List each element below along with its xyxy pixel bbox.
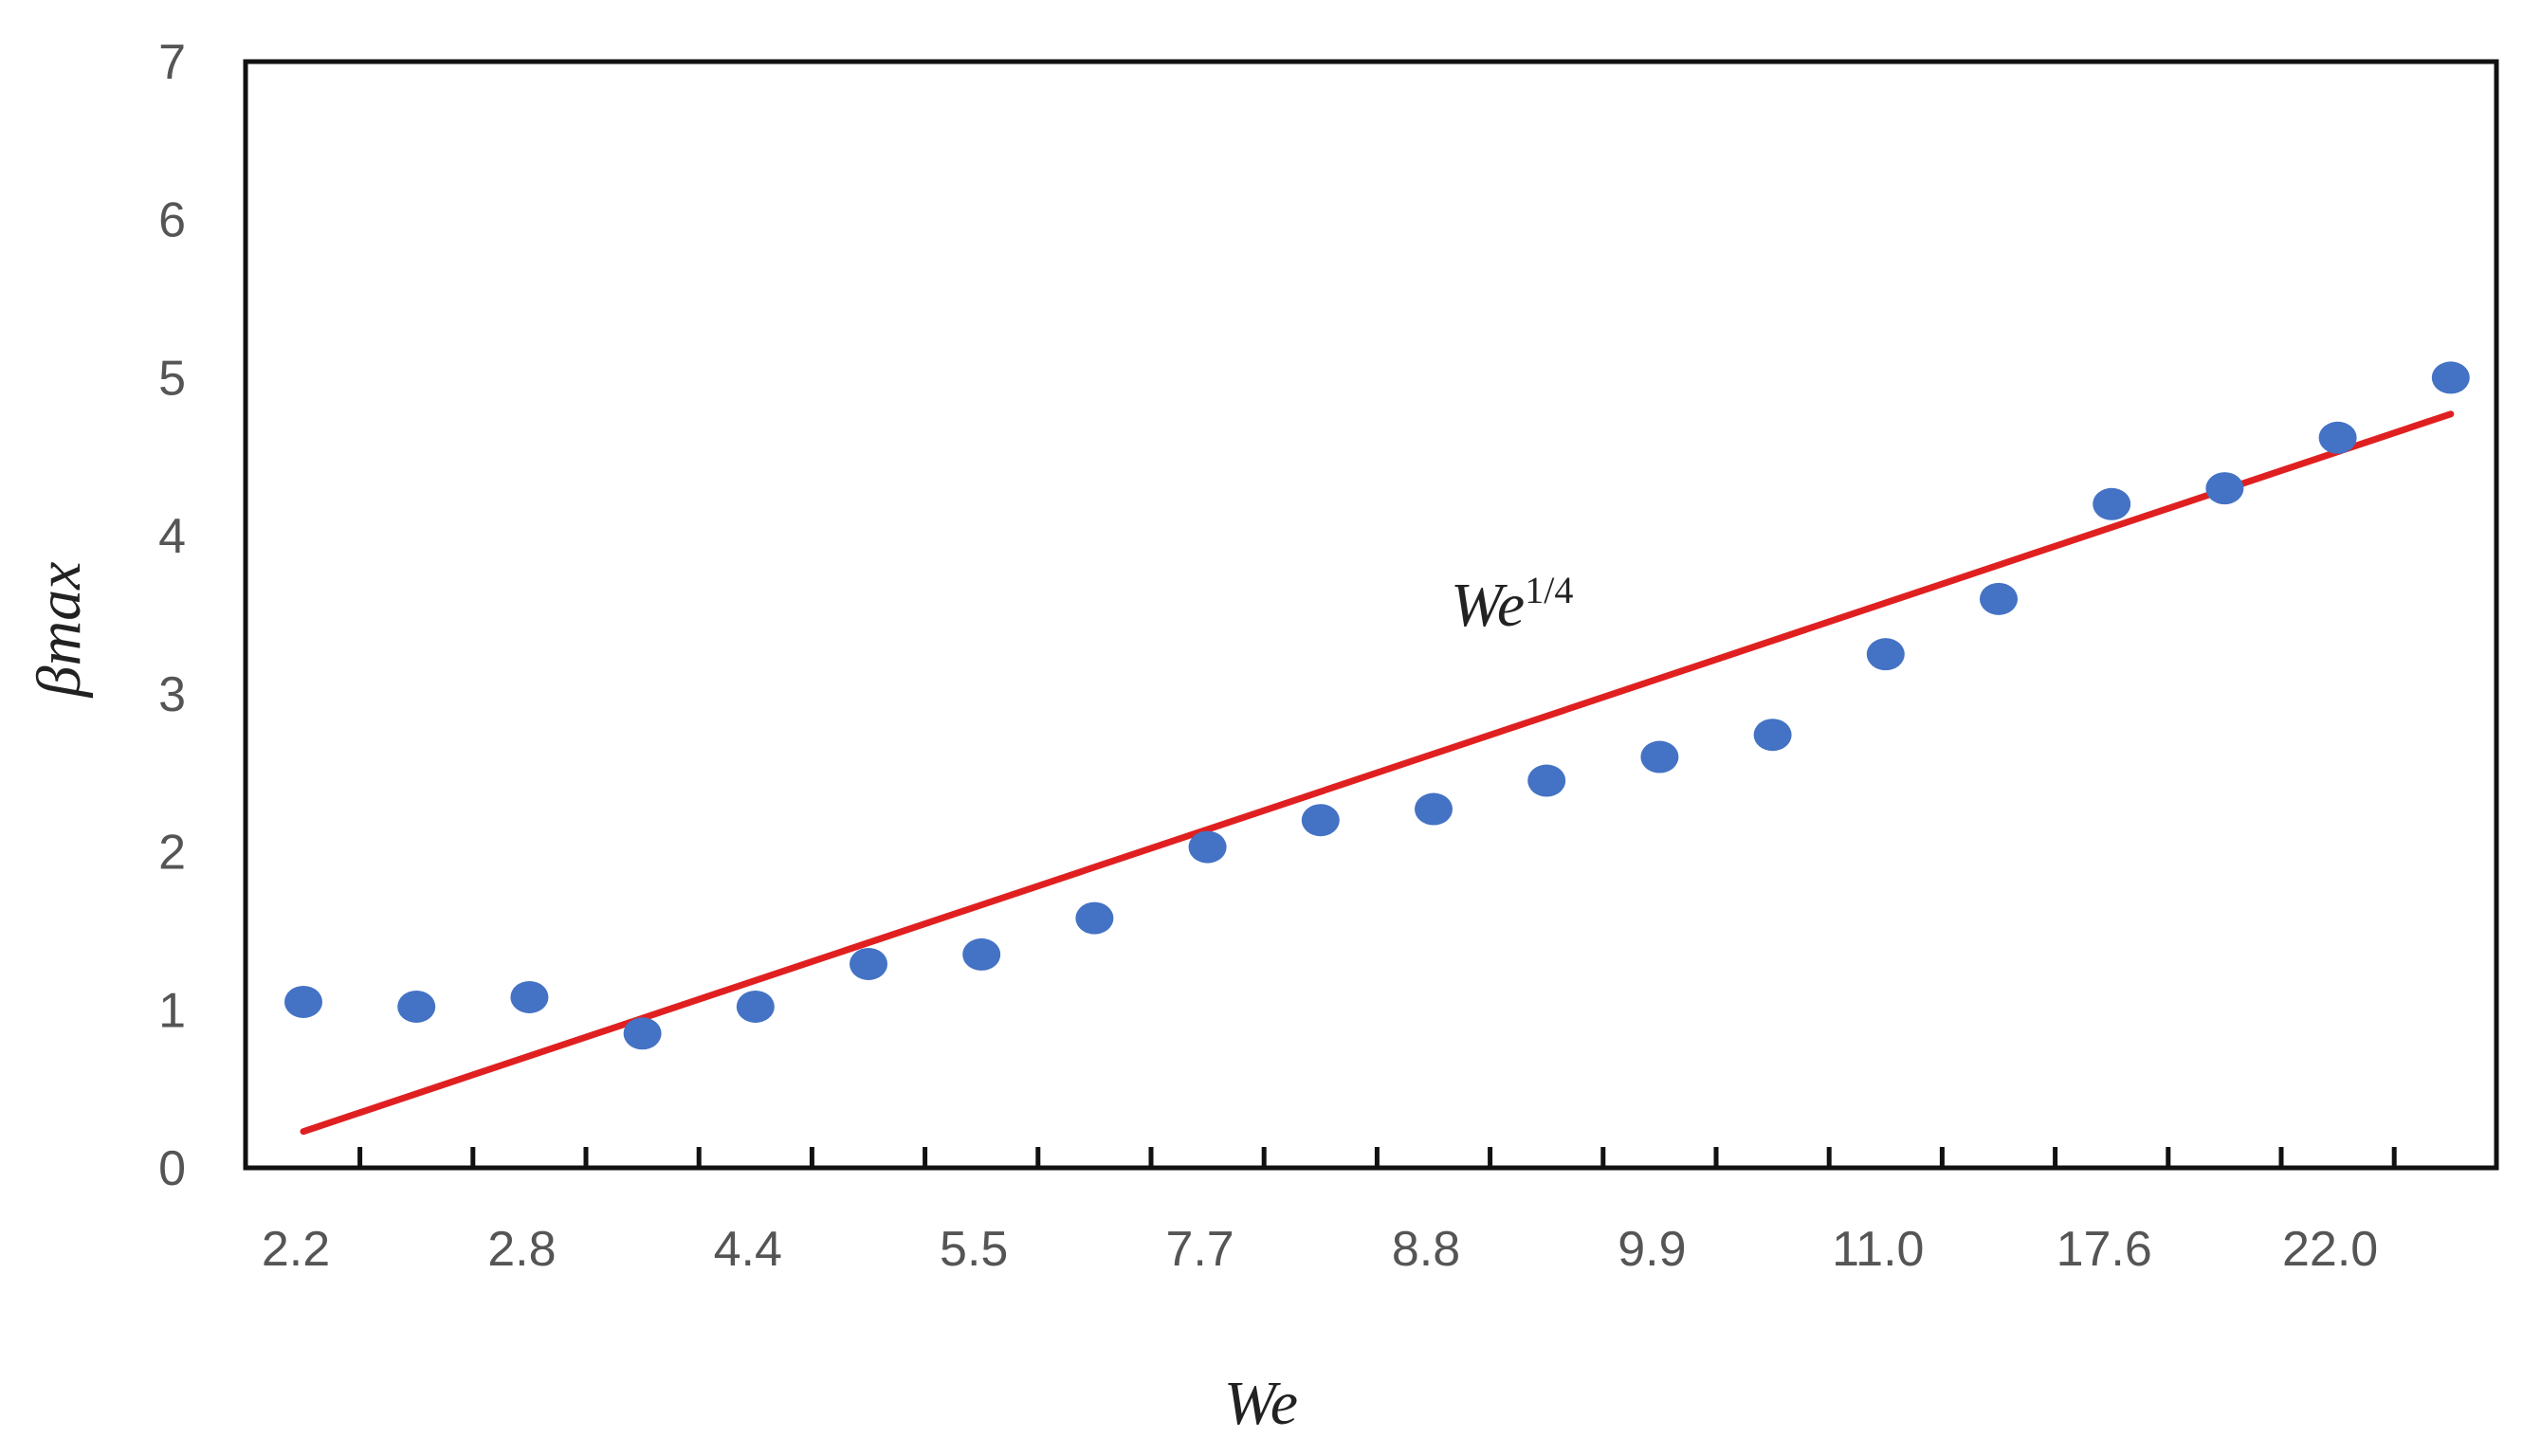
x-axis-title: We [1224,1369,1298,1438]
data-point [284,985,322,1018]
x-tick-label: 11.0 [1832,1222,1924,1277]
x-tick-label: 4.4 [714,1222,782,1277]
x-axis-ticks [357,1147,2397,1168]
data-point [962,937,1001,971]
y-tick-label: 7 [158,35,186,90]
y-tick-label: 2 [158,826,186,881]
x-tick-label: 9.9 [1618,1222,1686,1277]
data-point [623,1017,662,1050]
x-tick-label: 2.8 [487,1222,556,1277]
data-point [1188,830,1227,864]
x-tick-label: 8.8 [1392,1222,1460,1277]
data-point [1753,719,1792,752]
plot-area-frame [243,59,2499,1171]
x-tick-label: 22.0 [2282,1222,2378,1277]
y-tick-label: 1 [158,983,186,1038]
y-tick-label: 5 [158,351,186,406]
fit-annotation-base: We [1451,571,1525,640]
y-tick-label: 0 [158,1141,186,1196]
x-tick-label: 17.6 [2057,1222,2152,1277]
data-point [510,980,549,1013]
data-point [2318,421,2357,454]
data-point [850,947,887,980]
x-tick-label: 2.2 [262,1222,330,1277]
data-point [2093,487,2131,520]
x-axis-tick-labels: 2.2 2.8 4.4 5.5 7.7 8.8 9.9 11.0 17.6 22.0 [262,1222,2378,1277]
data-point [1980,582,2018,615]
y-tick-label: 4 [158,509,186,564]
data-point [1640,740,1679,774]
data-point [1075,901,1114,935]
data-point [1866,638,1905,671]
fit-annotation: We1/4 [1451,569,1573,640]
y-axis-tick-labels: 0 1 2 3 4 5 6 7 [158,35,186,1196]
data-point [2431,361,2470,394]
y-axis-title: βmax [25,562,94,700]
data-point [1415,792,1453,826]
y-tick-label: 6 [158,193,186,248]
fit-annotation-superscript: 1/4 [1525,569,1573,611]
data-point [2205,472,2244,505]
fit-line [300,410,2455,1136]
x-tick-label: 5.5 [940,1222,1008,1277]
y-tick-label: 3 [158,667,186,722]
data-point [1301,804,1340,837]
data-points [284,361,2470,1050]
x-tick-label: 7.7 [1165,1222,1234,1277]
data-point [397,990,436,1023]
data-point [736,990,775,1023]
data-point [1527,764,1566,797]
